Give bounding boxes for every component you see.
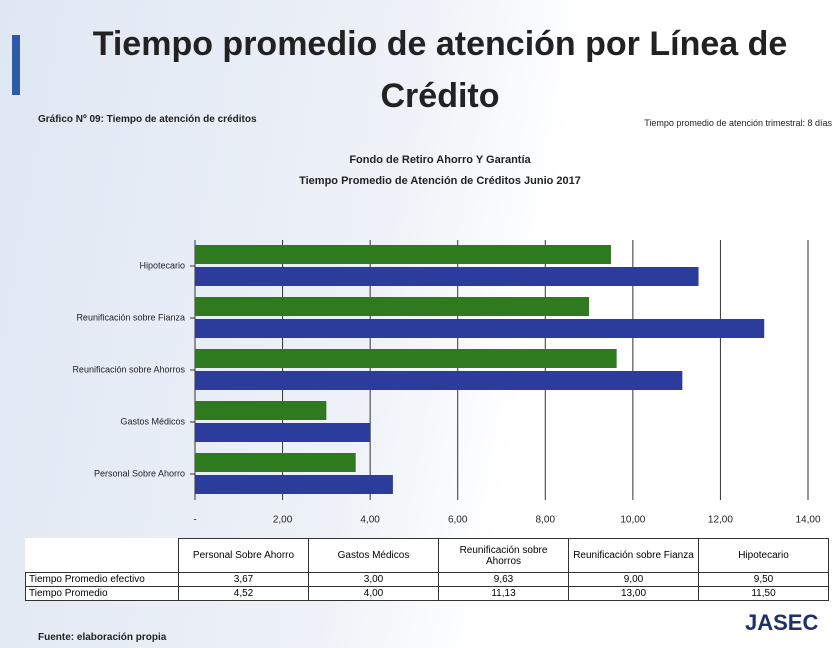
table-cell: 9,00 [568, 572, 699, 587]
y-tick-label: Reunificación sobre Fianza [76, 312, 185, 322]
slide-title: Tiempo promedio de atención por Línea de… [92, 25, 788, 115]
chart-title: Fondo de Retiro Ahorro Y Garantía [349, 154, 531, 166]
bar [195, 349, 617, 368]
bar [195, 245, 611, 264]
x-tick-label: 6,00 [448, 515, 468, 526]
bar [195, 401, 327, 420]
table-cell: 4,52 [178, 586, 309, 601]
table-cell: 13,00 [568, 586, 699, 601]
table-row: Tiempo Promedio 4,52 4,00 11,13 13,00 11,50 [25, 586, 829, 601]
source: Fuente: elaboración propia [38, 632, 167, 643]
legend-label: Tiempo Promedio [25, 586, 179, 601]
x-tick-label: 4,00 [360, 515, 380, 526]
table-cell: 11,50 [698, 586, 829, 601]
column-header: Reunificación sobre Fianza [568, 538, 699, 573]
bar [195, 319, 765, 338]
x-tick-label: 14,00 [795, 515, 820, 526]
legend-label: Tiempo Promedio efectivo [25, 572, 179, 587]
table-row: Personal Sobre Ahorro Gastos Médicos Reuni… [26, 538, 829, 573]
table-cell: 4,00 [308, 586, 439, 601]
column-header: Personal Sobre Ahorro [178, 538, 309, 573]
y-tick-label: Gastos Médicos [120, 416, 185, 426]
data-table: Personal Sobre Ahorro Gastos Médicos Reuni… [25, 538, 829, 601]
bar [195, 453, 356, 472]
caption: Gráfico Nº 09: Tiempo de atención de cré… [38, 114, 257, 125]
table-cell: 11,13 [438, 586, 569, 601]
column-header: Reunificación sobre Ahorros [438, 538, 569, 573]
table-cell: 3,00 [308, 572, 439, 587]
x-tick-label: 12,00 [708, 515, 733, 526]
bar [195, 423, 371, 442]
column-header: Hipotecario [698, 538, 829, 573]
bar [195, 297, 590, 316]
logo: JASEC [745, 610, 819, 635]
table-row: Tiempo Promedio efectivo 3,67 3,00 9,63 9,00… [25, 572, 829, 587]
bar [195, 475, 393, 494]
x-tick-label: 10,00 [620, 515, 645, 526]
table-cell: 3,67 [178, 572, 309, 587]
y-tick-label: Reunificación sobre Ahorros [72, 364, 185, 374]
chart-subtitle: Tiempo Promedio de Atención de Créditos … [299, 175, 581, 187]
accent-bar [12, 35, 20, 95]
y-tick-label: Personal Sobre Ahorro [94, 468, 185, 478]
column-header: Gastos Médicos [308, 538, 439, 573]
x-tick-label: 2,00 [273, 515, 293, 526]
bar [195, 371, 683, 390]
table-cell: 9,50 [698, 572, 829, 587]
x-tick-label: - [193, 515, 196, 526]
note: Tiempo promedio de atención trimestral: … [644, 118, 832, 128]
x-tick-label: 8,00 [536, 515, 556, 526]
y-tick-label: Hipotecario [139, 260, 185, 270]
table-cell: 9,63 [438, 572, 569, 587]
table-corner [26, 539, 179, 573]
bar [195, 267, 699, 286]
